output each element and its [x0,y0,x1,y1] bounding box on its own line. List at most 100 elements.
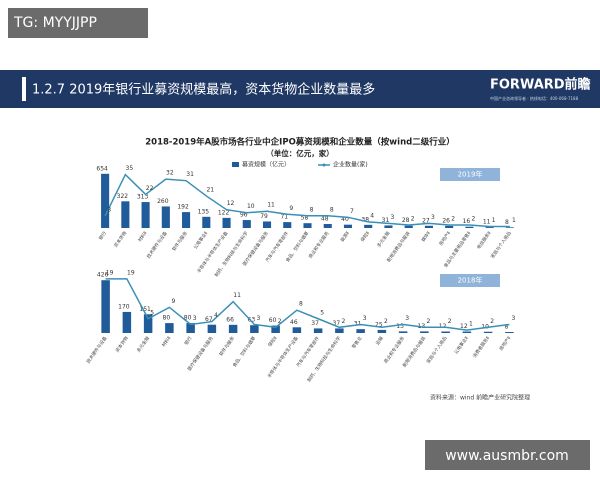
bar [222,217,231,228]
bar-value-label: 654 [96,165,108,172]
legend-swatch [322,163,326,167]
bar [182,212,191,228]
bar-value-label: 46 [290,319,298,326]
bar-value-label: 12 [460,323,468,330]
logo-sub: 中国产业咨询领导者 · 热线电话：400-068-7188 [490,95,579,101]
line-value-label: 8 [310,206,314,213]
line-value-label: 8 [330,206,334,213]
bar-value-label: 71 [280,214,288,221]
line-value-label: 1 [492,217,496,224]
bar-value-label: 11 [483,219,491,226]
watermark-text: TG: MYYJJPP [13,15,97,31]
line-value-label: 19 [127,269,135,276]
line-value-label: 3 [391,214,395,221]
bar-value-label: 37 [333,320,341,327]
line-value-label: 32 [166,170,174,177]
bar [462,331,472,333]
bar-value-label: 13 [396,323,404,330]
bar-value-label: 8 [504,324,508,331]
line-value-label: 2 [411,215,415,222]
line-value-label: 3 [405,315,409,322]
line-value-label: 10 [247,203,255,210]
line-value-label: 2 [384,318,388,325]
x-tick-label: 银行 [183,335,194,347]
banner-accent [22,77,26,101]
bar [271,325,280,333]
bar-value-label: 80 [184,315,192,322]
bar [445,225,454,228]
bar [505,227,514,228]
bar [398,331,408,333]
line [105,278,510,331]
bar-value-label: 426 [97,272,109,279]
bar [424,225,433,228]
bar [121,201,130,228]
x-tick-label: 银行 [97,230,108,242]
watermark-text: www.ausmbr.com [445,448,569,464]
bar-value-label: 31 [382,217,390,224]
banner [0,70,600,108]
source: 资料来源：wind 前瞻产业研究院整理 [430,394,530,402]
line-value-label: 3 [193,315,197,322]
line-value-label: 3 [431,214,435,221]
bar [335,328,344,333]
legend-swatch [232,162,239,167]
bar-value-label: 25 [375,321,383,328]
watermark-box [425,440,590,470]
bar-value-label: 260 [157,198,169,205]
bar-value-label: 40 [341,216,349,223]
bar [364,224,373,228]
bar [101,173,110,228]
line-value-label: 11 [267,202,275,209]
line-value-label: 2 [426,318,430,325]
bar-value-label: 151 [139,306,151,313]
line-value-label: 3 [256,315,260,322]
bar-value-label: 67 [205,316,213,323]
line-value-label: 19 [106,269,114,276]
line-value-label: 9 [289,205,293,212]
line [104,173,510,228]
bar [404,225,413,228]
line-value-label: 9 [171,298,175,305]
bar-value-label: 28 [402,217,410,224]
bar-value-label: 27 [422,217,430,224]
chart-title: 2018-2019年A股市场各行业中企IPO募资规模和企业数量（按wind二级行… [145,137,454,148]
logo: FORWARD前瞻 [490,77,591,93]
bar [165,323,174,333]
bar [384,225,393,228]
line-value-label: 5 [320,309,324,316]
line-value-label: 12 [227,200,235,207]
bar-value-label: 66 [226,316,234,323]
line-value-label: 2 [341,318,345,325]
bar-value-label: 313 [137,194,149,201]
bar-value-label: 192 [177,204,189,211]
line-value-label: 3 [511,315,515,322]
line-value-label: 8 [299,301,303,308]
bar-value-label: 8 [505,219,509,226]
bar [141,202,150,228]
banner-title: 1.2.7 2019年银行业募资规模最高，资本货物企业数量最多 [32,82,375,98]
line-value-label: 2 [471,215,475,222]
line-value-label: 2 [490,318,494,325]
bar [207,324,217,333]
bar [143,314,153,333]
bar [228,324,238,333]
year-badge-text: 2018年 [458,276,483,285]
line-value-label: 4 [370,212,374,219]
line-value-label: 35 [126,165,134,172]
line-value-label: 7 [350,208,354,215]
year-badge-text: 2019年 [458,170,483,179]
bar-value-label: 16 [463,218,471,225]
bar [343,224,353,228]
watermark-box [8,8,148,38]
x-tick-label: 运输 [374,335,385,347]
line-value-label: 11 [233,292,241,299]
bar [186,323,195,333]
bar-value-label: 38 [361,216,369,223]
line-value-label: 1 [469,321,473,328]
legend-label: 募资规模（亿元） [242,161,290,169]
bar [313,328,323,333]
bar [505,332,514,333]
bar [356,329,365,333]
